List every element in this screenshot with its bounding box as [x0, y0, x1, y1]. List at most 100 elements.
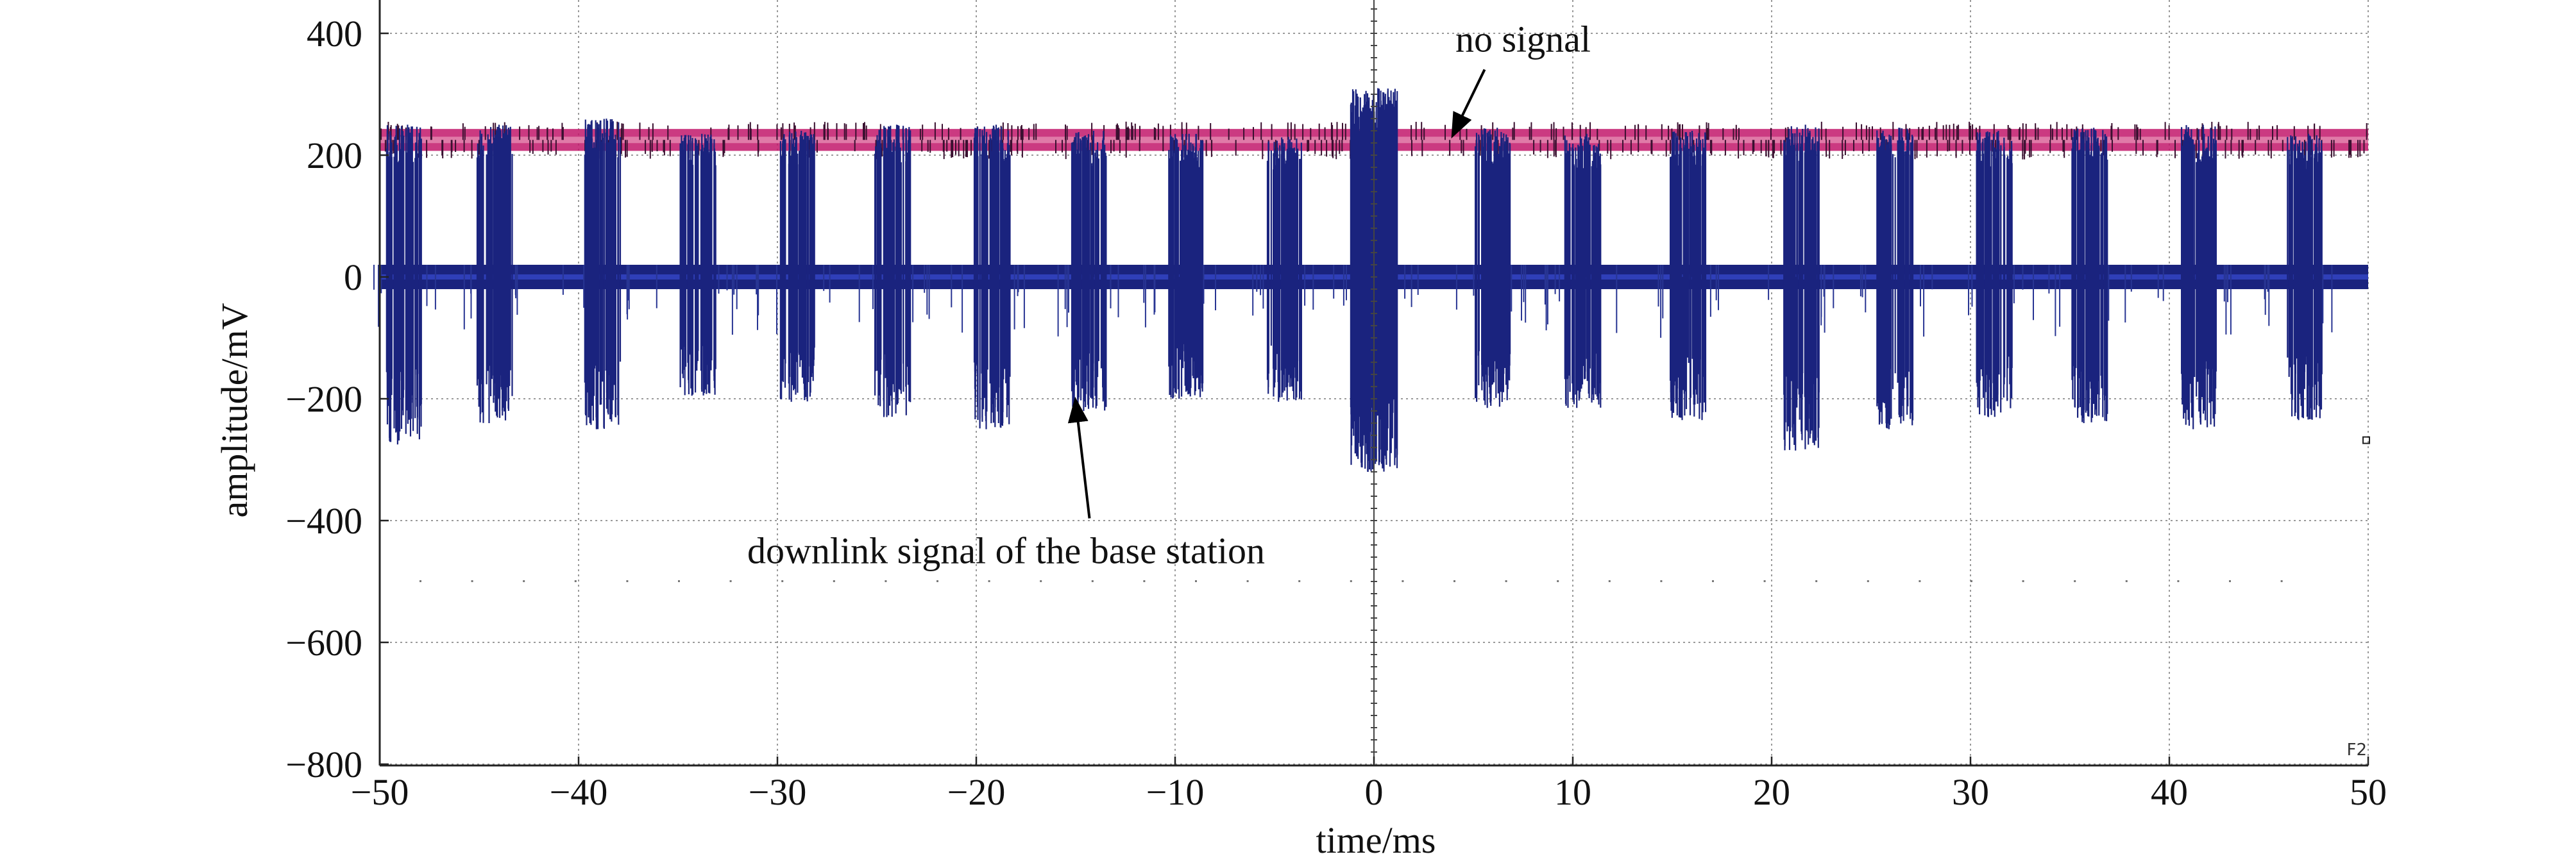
series-burst	[386, 124, 422, 445]
x-tick-label: 10	[1554, 771, 1591, 813]
series-side-spikes	[1657, 265, 1719, 338]
series-side-spikes	[951, 265, 1025, 333]
x-tick-label: −40	[550, 771, 608, 813]
series-side-spikes	[1860, 265, 1933, 337]
y-axis-label: amplitude/mV	[214, 303, 255, 517]
background-dot	[626, 580, 629, 582]
background-dot	[1246, 580, 1249, 582]
background-dot	[1505, 580, 1507, 582]
background-dot	[729, 580, 732, 582]
y-tick-label: −600	[285, 622, 362, 664]
background-dot	[1040, 580, 1042, 582]
background-dot	[419, 580, 421, 582]
series-side-spikes	[1252, 265, 1314, 316]
series-side-spikes	[656, 265, 738, 335]
series-side-spikes	[2264, 265, 2333, 333]
background-dot	[1815, 580, 1818, 582]
series-side-spikes	[1143, 265, 1216, 328]
series-side-spikes	[1333, 265, 1419, 307]
series-layer	[373, 88, 2370, 472]
annotation-no-signal: no signal	[1455, 19, 1591, 60]
y-tick-label: −200	[285, 378, 362, 420]
y-tick-label: 400	[307, 13, 362, 54]
background-dot	[781, 580, 784, 582]
background-dot	[574, 580, 577, 582]
series-burst	[2287, 133, 2323, 421]
background-dot	[2177, 580, 2180, 582]
background-dot	[1867, 580, 1869, 582]
series-side-spikes	[1968, 265, 2034, 321]
annotation-downlink: downlink signal of the base station	[747, 530, 1265, 572]
series-burst	[1876, 128, 1914, 430]
background-dot	[1195, 580, 1197, 582]
x-tick-label: 40	[2151, 771, 2188, 813]
series-burst	[476, 124, 513, 423]
background-dot	[1091, 580, 1094, 582]
edge-marker	[2362, 436, 2370, 444]
series-side-spikes	[858, 265, 930, 322]
background-dot	[1453, 580, 1455, 582]
x-tick-label: 30	[1952, 771, 1989, 813]
x-tick-label: 0	[1365, 771, 1384, 813]
background-dot	[936, 580, 938, 582]
series-burst	[1783, 124, 1820, 451]
series-side-spikes	[756, 265, 831, 335]
y-tick-label: 200	[307, 135, 362, 176]
series-burst	[1670, 131, 1707, 421]
series-burst	[1266, 137, 1302, 402]
series-burst	[679, 133, 716, 396]
x-tick-label: −20	[947, 771, 1006, 813]
background-dot	[1557, 580, 1559, 582]
series-side-spikes	[2048, 265, 2132, 337]
series-burst	[584, 119, 622, 430]
annotations: no signal downlink signal of the base sta…	[747, 19, 1591, 572]
series-burst	[973, 124, 1011, 430]
axes: −50 −40 −30 −20 −10 0 10 20 30 40 50 −800 −600 −400 −2…	[285, 0, 2387, 813]
background-dot	[1970, 580, 1972, 582]
series-side-spikes	[373, 265, 436, 327]
series-burst	[1475, 128, 1511, 408]
annotation-arrow	[1067, 396, 1091, 519]
series-side-spikes	[1544, 265, 1618, 333]
background-dot	[988, 580, 990, 582]
series-burst	[1564, 133, 1602, 408]
background-dot	[471, 580, 473, 582]
background-dot	[833, 580, 835, 582]
series-burst	[1071, 131, 1107, 411]
x-tick-label: −10	[1146, 771, 1205, 813]
annotation-arrow	[1451, 69, 1486, 138]
x-axis-label: time/ms	[1316, 819, 1436, 861]
background-dot	[1143, 580, 1146, 582]
x-tick-label: 20	[1753, 771, 1790, 813]
background-dot	[2280, 580, 2283, 582]
series-side-spikes	[2157, 265, 2232, 335]
series-side-spikes	[562, 265, 630, 320]
background-dot	[1350, 580, 1352, 582]
series-burst	[2071, 128, 2108, 423]
series-burst	[2181, 124, 2217, 430]
x-tick-label: 50	[2350, 771, 2387, 813]
background-dot	[1660, 580, 1663, 582]
background-dot	[1402, 580, 1404, 582]
series-side-spikes	[1768, 265, 1835, 333]
background-dot	[1712, 580, 1714, 582]
background-dot	[2125, 580, 2128, 582]
y-tick-label: 0	[344, 256, 362, 298]
series-burst	[874, 124, 911, 417]
series-side-spikes	[463, 265, 518, 330]
background-dot	[2074, 580, 2076, 582]
series-burst	[1168, 133, 1204, 399]
background-dot	[523, 580, 525, 582]
background-dot	[885, 580, 887, 582]
corner-label: F2	[2347, 740, 2368, 760]
series-side-spikes	[1057, 265, 1119, 337]
y-tick-label: −400	[285, 500, 362, 542]
background-dot	[2229, 580, 2231, 582]
x-tick-label: −30	[749, 771, 807, 813]
background-dot	[1919, 580, 1921, 582]
y-tick-label: −800	[285, 744, 362, 785]
x-tick-label: −50	[351, 771, 409, 813]
background-dot	[678, 580, 680, 582]
background-dot	[1298, 580, 1301, 582]
